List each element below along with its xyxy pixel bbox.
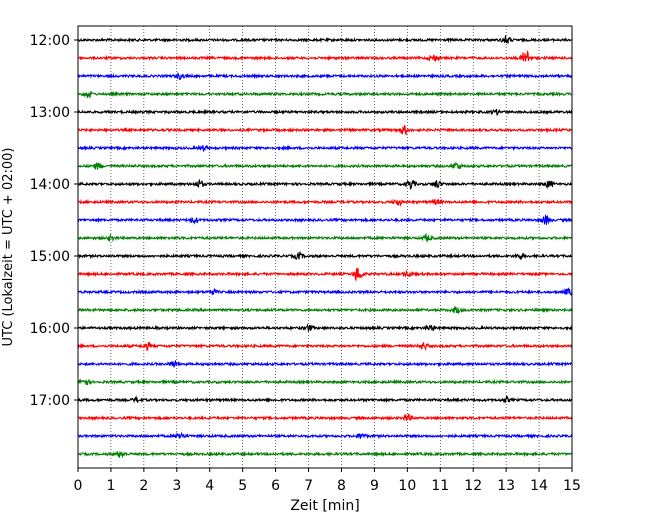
trace-1700	[77, 394, 573, 404]
trace-1600	[77, 323, 573, 332]
seismic-traces	[77, 35, 573, 459]
y-tick-label: 15:00	[30, 249, 70, 265]
trace-1430	[77, 214, 573, 226]
x-tick-label: 13	[497, 478, 515, 494]
x-tick-label: 0	[74, 478, 83, 494]
trace-1515	[77, 267, 573, 282]
x-tick-label: 3	[172, 478, 181, 494]
trace-1645	[77, 378, 573, 386]
y-tick-label: 12:00	[30, 33, 70, 49]
x-tick-label: 7	[304, 478, 313, 494]
y-tick-label: 14:00	[30, 177, 70, 193]
x-axis-ticks: 0 1 2 3 4 5 6 7 8 9 10 11 12 13 14 15	[74, 468, 581, 494]
trace-1245	[77, 90, 573, 99]
x-tick-label: 2	[139, 478, 148, 494]
trace-1330	[77, 144, 573, 153]
x-tick-label: 4	[205, 478, 214, 494]
y-axis-label: UTC (Lokalzeit = UTC + 02:00)	[1, 148, 16, 347]
trace-1745	[77, 450, 573, 459]
x-axis-label: Zeit [min]	[290, 498, 359, 514]
trace-1415	[77, 198, 573, 207]
x-tick-label: 6	[271, 478, 280, 494]
trace-1345	[77, 161, 573, 170]
x-tick-label: 10	[398, 478, 416, 494]
y-tick-label: 16:00	[30, 321, 70, 337]
y-tick-label: 13:00	[30, 105, 70, 121]
trace-1715	[77, 413, 573, 422]
x-tick-label: 9	[370, 478, 379, 494]
trace-1730	[77, 431, 573, 440]
y-axis-ticks: 12:00 13:00 14:00 15:00 16:00 17:00	[30, 33, 78, 409]
y-tick-label: 17:00	[30, 393, 70, 409]
trace-1630	[77, 359, 573, 368]
x-tick-label: 5	[238, 478, 247, 494]
x-tick-label: 8	[337, 478, 346, 494]
x-tick-label: 1	[106, 478, 115, 494]
trace-1315	[77, 124, 573, 137]
trace-1400	[77, 178, 573, 190]
trace-1615	[77, 341, 573, 352]
trace-1215	[77, 49, 573, 62]
trace-1545	[77, 306, 573, 314]
trace-1530	[77, 287, 573, 296]
trace-1500	[77, 250, 573, 261]
x-tick-label: 14	[530, 478, 548, 494]
plot-frame	[77, 25, 573, 469]
trace-1300	[77, 108, 573, 116]
trace-1445	[77, 232, 573, 244]
trace-1200	[77, 35, 573, 44]
x-tick-label: 15	[563, 478, 581, 494]
x-tick-label: 12	[464, 478, 482, 494]
x-tick-label: 11	[431, 478, 449, 494]
trace-1230	[77, 71, 573, 81]
